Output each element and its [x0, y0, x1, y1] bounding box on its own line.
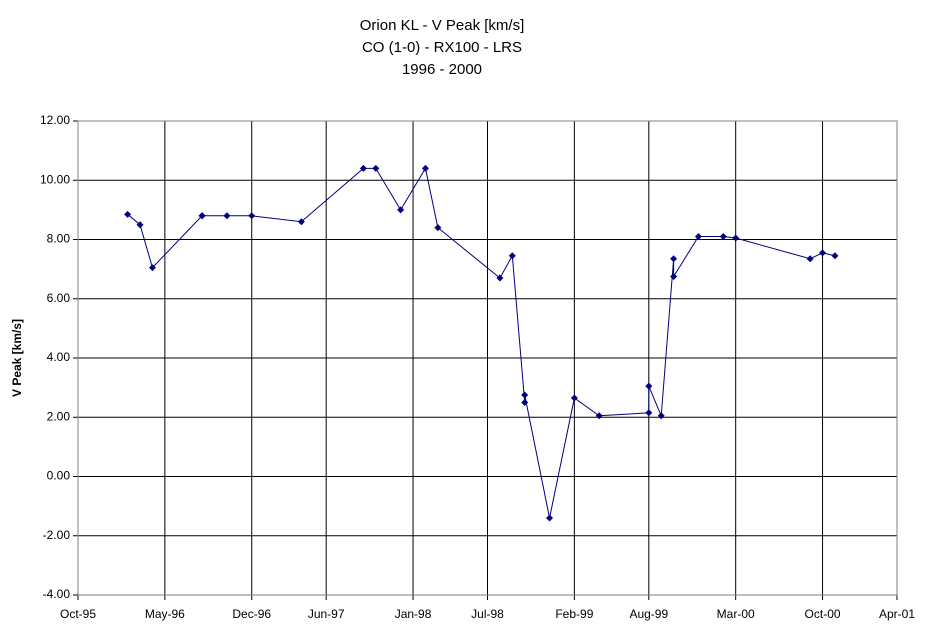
x-tick-label: Apr-01	[879, 607, 915, 621]
data-point	[248, 212, 256, 220]
data-point	[570, 394, 578, 402]
data-point	[496, 274, 504, 282]
y-tick-label: 2.00	[47, 409, 71, 423]
x-tick-label: Jul-98	[471, 607, 504, 621]
x-tick-label: Mar-00	[717, 607, 755, 621]
x-tick-label: Jun-97	[308, 607, 345, 621]
data-point	[645, 382, 653, 390]
data-point	[223, 212, 231, 220]
data-point	[546, 514, 554, 522]
plot-border	[77, 120, 898, 596]
y-tick-label: 4.00	[47, 350, 71, 364]
data-line	[127, 167, 836, 519]
data-point	[124, 210, 132, 218]
data-point	[136, 221, 144, 229]
x-tick-label: Dec-96	[232, 607, 271, 621]
data-point	[595, 412, 603, 420]
data-point	[670, 255, 678, 263]
chart-subtitle: 1996 - 2000	[402, 61, 482, 78]
data-point	[719, 233, 727, 241]
y-tick-label: 8.00	[47, 232, 71, 246]
chart-subtitle: CO (1-0) - RX100 - LRS	[362, 39, 522, 56]
y-tick-label: 0.00	[47, 469, 71, 483]
data-point	[645, 409, 653, 417]
x-tick-label: Oct-95	[60, 607, 96, 621]
data-point	[372, 164, 380, 172]
data-point	[521, 398, 529, 406]
y-tick-label: 12.00	[40, 113, 70, 127]
data-point	[657, 412, 665, 420]
x-tick-label: Feb-99	[555, 607, 593, 621]
x-tick-label: May-96	[145, 607, 185, 621]
y-axis-label: V Peak [km/s]	[10, 319, 24, 397]
data-point	[397, 206, 405, 214]
y-tick-label: 10.00	[40, 172, 70, 186]
x-tick-label: Aug-99	[629, 607, 668, 621]
data-point	[806, 255, 814, 263]
y-tick-label: -4.00	[43, 587, 71, 601]
data-point	[694, 233, 702, 241]
chart-title: Orion KL - V Peak [km/s]	[360, 17, 525, 34]
data-point	[421, 164, 429, 172]
x-tick-label: Jan-98	[395, 607, 432, 621]
data-point	[198, 212, 206, 220]
data-point	[297, 218, 305, 226]
x-tick-label: Oct-00	[805, 607, 841, 621]
data-point	[521, 391, 529, 399]
y-tick-label: 6.00	[47, 291, 71, 305]
data-point	[508, 252, 516, 260]
y-tick-label: -2.00	[43, 528, 71, 542]
data-point	[434, 224, 442, 232]
data-point	[359, 164, 367, 172]
data-point	[732, 234, 740, 242]
data-point	[819, 249, 827, 257]
data-point	[148, 264, 156, 272]
data-point	[670, 273, 678, 281]
data-point	[831, 252, 839, 260]
